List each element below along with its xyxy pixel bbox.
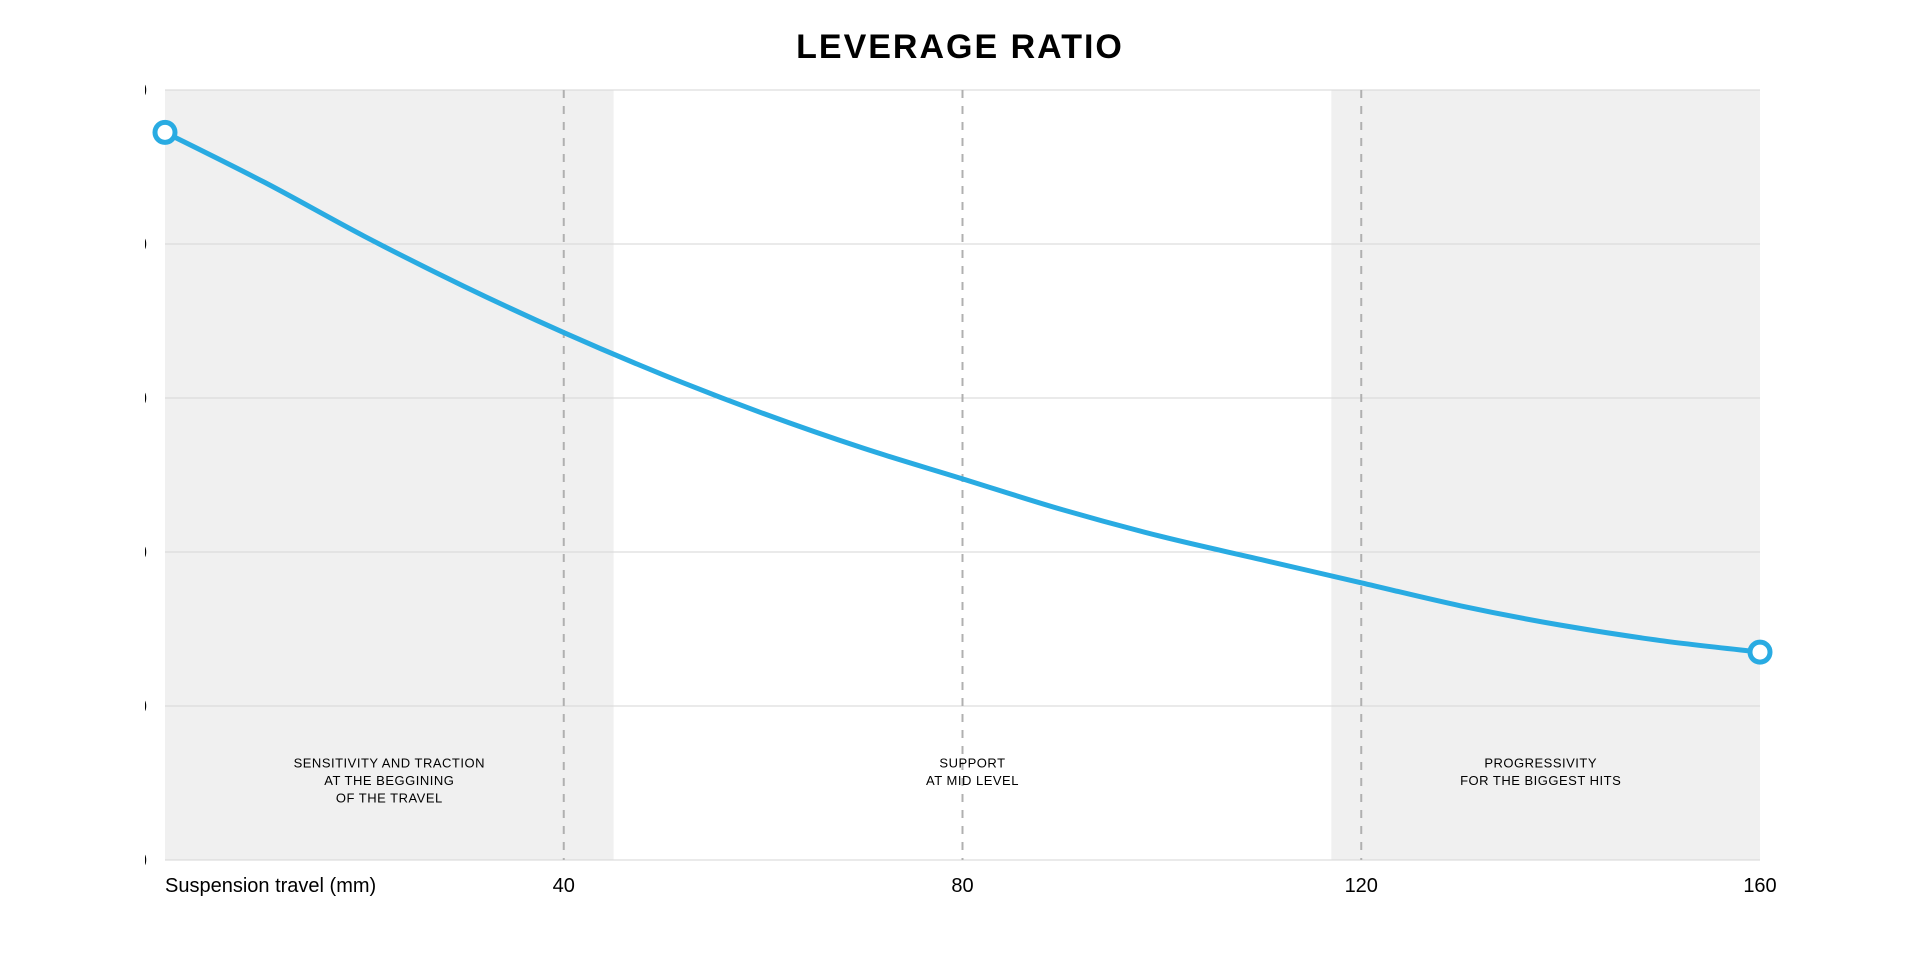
- zone-label: SUPPORTAT MID LEVEL: [926, 756, 1019, 789]
- series-endpoint-marker: [155, 122, 175, 142]
- y-tick-label: 2,00: [145, 850, 147, 872]
- y-tick-label: 3,00: [145, 80, 147, 102]
- x-tick-label: 120: [1345, 875, 1378, 897]
- shaded-zone: [1331, 90, 1760, 860]
- x-tick-label: 160: [1743, 875, 1776, 897]
- y-tick-label: 2,40: [145, 542, 147, 564]
- x-axis-label: Suspension travel (mm): [165, 875, 376, 897]
- chart-title: LEVERAGE RATIO: [0, 28, 1920, 67]
- chart-plot-area: 2,002,202,402,602,803,00SENSITIVITY AND …: [165, 90, 1760, 860]
- y-tick-label: 2,60: [145, 388, 147, 410]
- series-endpoint-marker: [1750, 642, 1770, 662]
- leverage-ratio-line-chart: 2,002,202,402,602,803,00SENSITIVITY AND …: [145, 70, 1780, 920]
- y-tick-label: 2,20: [145, 696, 147, 718]
- x-tick-label: 80: [951, 875, 973, 897]
- x-tick-label: 40: [553, 875, 575, 897]
- shaded-zone: [165, 90, 614, 860]
- y-tick-label: 2,80: [145, 234, 147, 256]
